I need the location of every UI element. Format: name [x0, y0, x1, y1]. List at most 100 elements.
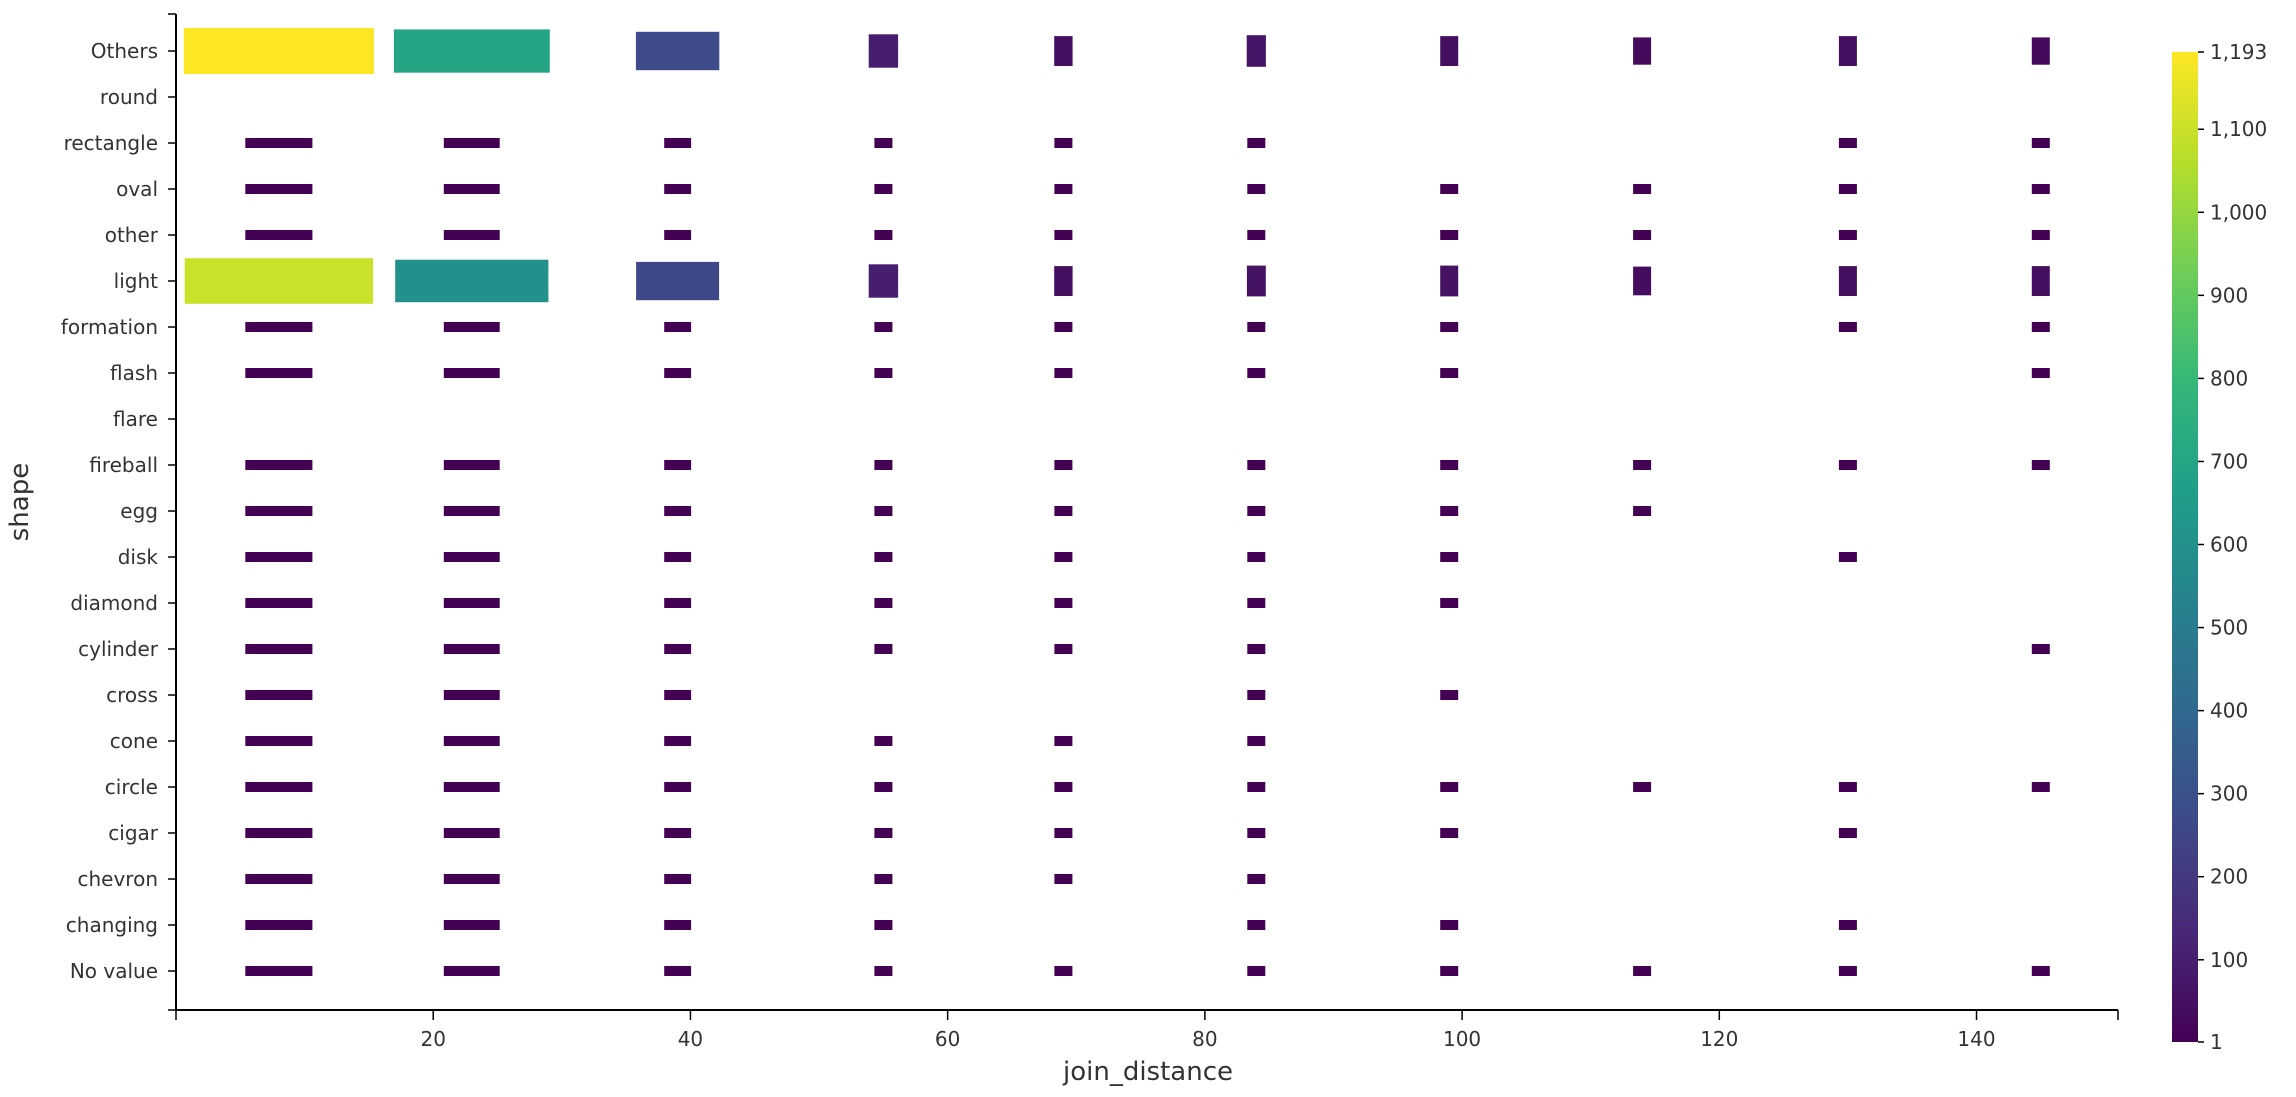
heatmap-cell — [1440, 506, 1459, 516]
heatmap-cell — [443, 690, 500, 700]
heatmap-cell — [1440, 828, 1459, 838]
heatmap-cell — [1247, 598, 1266, 608]
heatmap-cell — [1247, 874, 1266, 884]
heatmap-cell — [1054, 552, 1073, 562]
heatmap-cell — [1838, 460, 1857, 470]
y-tick-label: No value — [70, 959, 158, 983]
heatmap-cell — [874, 736, 893, 746]
heatmap-cell — [2031, 322, 2050, 332]
y-tick-label: other — [105, 223, 159, 247]
heatmap-cell — [443, 138, 500, 148]
heatmap-cell — [245, 598, 313, 608]
heatmap-cell — [1440, 368, 1459, 378]
heatmap-cell — [1246, 265, 1266, 297]
heatmap-cell — [184, 258, 374, 304]
heatmap-cell — [1054, 36, 1073, 66]
heatmap-cell — [2031, 138, 2050, 148]
y-tick-label: cylinder — [78, 637, 159, 661]
heatmap-cell — [443, 920, 500, 930]
heatmap-cell — [1247, 322, 1266, 332]
heatmap-cell — [443, 506, 500, 516]
heatmap-cell — [874, 966, 893, 976]
heatmap-cell — [1838, 966, 1857, 976]
heatmap-cell — [1247, 138, 1266, 148]
heatmap-cell — [1838, 184, 1857, 194]
y-tick-label: flare — [113, 407, 158, 431]
heatmap-cell — [245, 966, 313, 976]
heatmap-cell — [1054, 266, 1073, 296]
colorbar-tick-label: 300 — [2210, 782, 2248, 806]
y-tick-label: diamond — [70, 591, 158, 615]
heatmap-cell — [245, 138, 313, 148]
heatmap-cell — [635, 31, 720, 71]
heatmap-cell — [874, 874, 893, 884]
heatmap-cell — [664, 736, 692, 746]
heatmap-cell — [1054, 506, 1073, 516]
y-tick-label: fireball — [89, 453, 158, 477]
heatmap-cell — [1054, 736, 1073, 746]
heatmap-cell — [245, 874, 313, 884]
heatmap-cell — [1633, 966, 1652, 976]
heatmap-cell — [874, 782, 893, 792]
heatmap-cell — [2031, 460, 2050, 470]
heatmap-cell — [245, 368, 313, 378]
heatmap-cell — [1440, 966, 1459, 976]
y-tick-label: formation — [61, 315, 158, 339]
heatmap-cell — [1838, 322, 1857, 332]
heatmap-cell — [2031, 230, 2050, 240]
heatmap-cell — [1054, 184, 1073, 194]
y-tick-label: disk — [118, 545, 159, 569]
heatmap-cell — [1633, 506, 1652, 516]
heatmap-cell — [245, 322, 313, 332]
heatmap-cell — [443, 184, 500, 194]
heatmap-cell — [395, 259, 549, 303]
heatmap-cell — [1247, 230, 1266, 240]
heatmap-cell — [1440, 552, 1459, 562]
heatmap-cell — [1633, 782, 1652, 792]
heatmap-cell — [1054, 230, 1073, 240]
heatmap-cell — [874, 920, 893, 930]
heatmap-cell — [1838, 36, 1857, 66]
x-tick-label: 40 — [678, 1027, 703, 1051]
heatmap-cell — [664, 828, 692, 838]
heatmap-cell — [1633, 266, 1652, 296]
heatmap-cell — [443, 230, 500, 240]
heatmap-cell — [245, 230, 313, 240]
x-tick-label: 60 — [935, 1027, 960, 1051]
colorbar-tick-label: 500 — [2210, 616, 2248, 640]
heatmap-cell — [664, 782, 692, 792]
y-axis: Others round rectangle oval other light format… — [61, 13, 177, 1011]
heatmap-cell — [1440, 322, 1459, 332]
colorbar-tick-label: 1,193 — [2210, 40, 2267, 64]
heatmap-cell — [1054, 874, 1073, 884]
heatmap-cell — [1054, 598, 1073, 608]
heatmap-cell — [1440, 782, 1459, 792]
heatmap-cell — [2031, 184, 2050, 194]
y-axis-title: shape — [5, 463, 35, 541]
x-axis: 20 40 60 80 100 120 140 — [175, 1009, 2119, 1051]
heatmap-cell — [443, 736, 500, 746]
heatmap-cell — [664, 966, 692, 976]
x-axis-title: join_distance — [1062, 1057, 1233, 1087]
colorbar-tick-label: 800 — [2210, 366, 2248, 390]
heatmap-cell — [636, 261, 720, 301]
heatmap-cell — [664, 460, 692, 470]
heatmap-cell — [1247, 690, 1266, 700]
heatmap-cell — [245, 506, 313, 516]
heatmap-cell — [1838, 266, 1857, 296]
colorbar-tick-label: 700 — [2210, 449, 2248, 473]
y-tick-label: changing — [66, 913, 158, 937]
heatmap-cell — [664, 690, 692, 700]
heatmap-cell — [2031, 966, 2050, 976]
heatmap-cell — [1838, 552, 1857, 562]
heatmap-cell — [874, 506, 893, 516]
heatmap-cell — [1633, 37, 1652, 65]
heatmap-cell — [664, 874, 692, 884]
heatmap-cell — [245, 782, 313, 792]
heatmap-cell — [1246, 35, 1266, 67]
heatmap-cell — [1247, 920, 1266, 930]
heatmap-cell — [874, 552, 893, 562]
heatmap-cell — [1247, 782, 1266, 792]
heatmap-cell — [874, 184, 893, 194]
